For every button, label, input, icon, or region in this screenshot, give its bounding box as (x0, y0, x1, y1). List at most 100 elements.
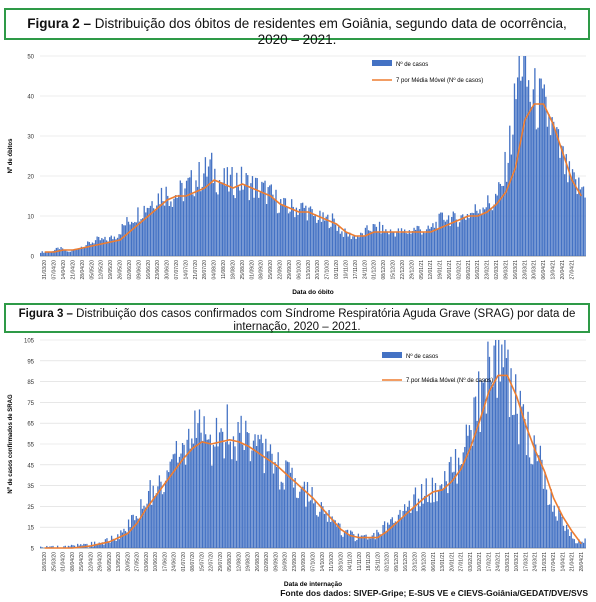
bar (484, 209, 486, 256)
bar (481, 380, 483, 548)
bar (473, 397, 475, 548)
bar (342, 536, 344, 548)
bar (47, 252, 50, 256)
bar (572, 538, 574, 548)
bar (83, 543, 85, 548)
bar (144, 507, 147, 548)
bar (490, 207, 492, 256)
bar (218, 180, 221, 256)
bar (329, 521, 332, 548)
bar (498, 182, 500, 256)
bar (417, 498, 420, 548)
x-tick-label: 29/07/20 (218, 552, 224, 572)
bar (141, 218, 144, 256)
bar (306, 482, 309, 548)
bar (172, 454, 174, 548)
bar (235, 460, 238, 548)
y-tick-label: 35 (27, 484, 34, 490)
bar (247, 175, 249, 256)
bar (215, 417, 218, 548)
bar (60, 247, 62, 256)
bar (355, 238, 357, 256)
bar (174, 453, 176, 548)
bar (343, 531, 346, 548)
bar (366, 539, 369, 548)
bar (181, 182, 183, 256)
bar (405, 510, 407, 548)
bar (143, 505, 145, 548)
legend-label-bar: Nº de casos (396, 61, 428, 68)
bar (72, 249, 75, 256)
bar (252, 440, 255, 548)
x-tick-label: 02/03/21 (494, 260, 500, 280)
bar (524, 419, 526, 548)
bar (457, 457, 460, 548)
bar (354, 541, 356, 548)
x-tick-label: 03/02/21 (468, 552, 474, 572)
bar (334, 520, 336, 548)
bar (518, 444, 520, 548)
bar (192, 443, 194, 548)
bar (234, 446, 236, 548)
x-tick-label: 23/03/21 (522, 260, 528, 280)
bar (334, 224, 337, 256)
bar (297, 214, 299, 256)
bar (237, 421, 239, 548)
bar (576, 194, 578, 256)
bar (320, 502, 322, 548)
bar (112, 538, 114, 548)
bar (476, 420, 478, 548)
bar (328, 228, 331, 256)
x-tick-label: 06/10/20 (296, 260, 302, 280)
bar (442, 489, 444, 548)
x-tick-label: 24/02/21 (496, 552, 502, 572)
bar (479, 209, 481, 256)
bar (564, 174, 566, 256)
source-note: Fonte dos dados: SIVEP-Gripe; E-SUS VE e… (280, 588, 588, 598)
bar (438, 213, 440, 256)
bar (538, 78, 541, 257)
bar (353, 235, 356, 256)
bar (65, 249, 67, 256)
bar (198, 409, 201, 548)
bar (162, 201, 164, 256)
bar (579, 542, 582, 548)
bar (291, 199, 293, 256)
bar (581, 187, 583, 256)
bar (509, 125, 511, 256)
bar (368, 538, 370, 548)
bar (393, 522, 395, 548)
bar (465, 424, 467, 548)
bar (240, 166, 243, 256)
x-tick-label: 06/05/20 (107, 552, 113, 572)
bar (435, 221, 437, 256)
bar (306, 220, 309, 256)
bar (385, 229, 387, 256)
bar (565, 154, 567, 256)
bar (229, 441, 231, 548)
bar (182, 201, 185, 256)
bar (521, 406, 523, 548)
bar (294, 217, 296, 256)
bar (61, 248, 64, 256)
bar (363, 535, 366, 548)
x-tick-label: 28/10/20 (338, 552, 344, 572)
bar (283, 489, 285, 548)
bar (317, 516, 319, 548)
bar (422, 503, 424, 548)
bar (250, 183, 252, 256)
x-tick-label: 24/06/20 (172, 552, 178, 572)
bar (254, 434, 256, 548)
bar (508, 417, 511, 548)
bar (72, 545, 74, 548)
bar (80, 246, 83, 256)
bar (63, 546, 65, 548)
y-tick-label: 0 (31, 255, 35, 261)
bar (185, 180, 188, 256)
bar (408, 230, 411, 256)
bar (437, 490, 440, 548)
bar (225, 185, 227, 256)
x-tick-label: 27/10/20 (325, 260, 331, 280)
bar (195, 180, 197, 256)
bar (328, 510, 330, 548)
